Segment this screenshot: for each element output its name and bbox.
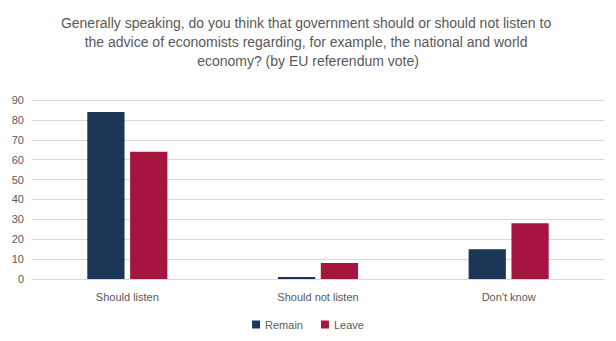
svg-text:economy? (by EU referendum vot: economy? (by EU referendum vote) xyxy=(197,53,419,69)
svg-text:40: 40 xyxy=(12,193,24,205)
svg-text:0: 0 xyxy=(18,273,24,285)
svg-text:50: 50 xyxy=(12,174,24,186)
svg-text:Should not listen: Should not listen xyxy=(277,291,358,303)
svg-text:60: 60 xyxy=(12,154,24,166)
svg-text:Remain: Remain xyxy=(265,319,303,331)
svg-text:90: 90 xyxy=(12,94,24,106)
svg-text:Should listen: Should listen xyxy=(96,291,159,303)
svg-text:the advice of economists regar: the advice of economists regarding, for … xyxy=(85,34,532,50)
svg-text:80: 80 xyxy=(12,114,24,126)
svg-text:Leave: Leave xyxy=(334,319,364,331)
svg-text:10: 10 xyxy=(12,253,24,265)
svg-text:70: 70 xyxy=(12,134,24,146)
svg-text:Don't know: Don't know xyxy=(482,291,536,303)
svg-text:20: 20 xyxy=(12,233,24,245)
svg-text:Generally speaking, do you thi: Generally speaking, do you think that go… xyxy=(61,15,555,31)
svg-text:30: 30 xyxy=(12,213,24,225)
